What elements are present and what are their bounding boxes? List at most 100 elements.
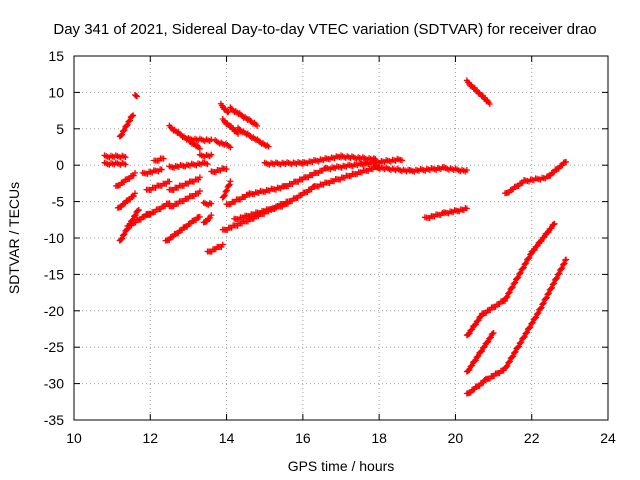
data-point — [130, 112, 137, 119]
data-point — [481, 343, 488, 350]
data-point — [545, 290, 552, 297]
data-point — [554, 274, 561, 281]
data-point — [192, 143, 199, 150]
data-point — [506, 289, 513, 296]
series-h1 — [261, 159, 306, 168]
data-point — [520, 264, 527, 271]
data-point — [179, 134, 186, 141]
data-point — [503, 363, 510, 370]
data-point — [529, 319, 536, 326]
x-tick-label: 24 — [600, 430, 616, 446]
data-point — [511, 280, 518, 287]
data-point — [520, 265, 527, 272]
x-tick-label: 16 — [295, 430, 311, 446]
series-m2 — [440, 205, 470, 217]
series-g4 — [235, 124, 272, 150]
data-point — [535, 309, 542, 316]
data-point — [160, 155, 167, 162]
data-point — [505, 289, 512, 296]
data-point — [158, 166, 165, 173]
data-point — [551, 169, 558, 176]
series-f6 — [200, 212, 215, 226]
series-f4 — [208, 165, 230, 176]
y-tick-label: -35 — [44, 412, 64, 428]
data-point — [559, 162, 566, 169]
x-tick-label: 18 — [371, 430, 387, 446]
series-f1 — [185, 134, 215, 145]
data-point — [534, 310, 541, 317]
plot-frame — [73, 55, 609, 421]
data-point — [504, 362, 511, 369]
data-point — [553, 275, 560, 282]
data-point — [532, 315, 539, 322]
data-point — [556, 270, 563, 277]
x-tick-label: 20 — [448, 430, 464, 446]
data-point — [517, 269, 524, 276]
data-point — [563, 256, 570, 263]
data-point — [541, 233, 548, 240]
y-tick-label: -5 — [52, 194, 65, 210]
y-tick-label: -10 — [44, 230, 64, 246]
data-point — [545, 229, 552, 236]
data-point — [135, 207, 142, 214]
series-f8 — [219, 178, 234, 201]
series-l3 — [440, 164, 470, 175]
data-point — [509, 353, 516, 360]
data-point — [475, 317, 482, 324]
data-point — [531, 246, 538, 253]
data-point — [538, 304, 545, 311]
x-tick-label: 10 — [66, 430, 82, 446]
data-point — [126, 118, 133, 125]
data-point — [126, 117, 133, 124]
data-point — [119, 235, 126, 242]
data-point — [120, 127, 127, 134]
data-point — [515, 343, 522, 350]
data-point — [551, 280, 558, 287]
data-point — [503, 294, 510, 301]
y-tick-label: -20 — [44, 303, 64, 319]
data-point — [227, 144, 234, 151]
data-point — [487, 334, 494, 341]
data-point — [506, 358, 513, 365]
data-point — [514, 274, 521, 281]
data-point — [521, 333, 528, 340]
x-tick-label: 14 — [219, 430, 235, 446]
series-f2 — [212, 137, 234, 151]
data-point — [226, 181, 233, 188]
data-point — [121, 127, 128, 134]
data-point — [235, 130, 242, 137]
data-point — [223, 166, 230, 173]
series-e2 — [166, 159, 211, 171]
data-point — [517, 339, 524, 346]
data-point — [204, 161, 211, 168]
data-point — [119, 131, 126, 138]
series-i2 — [246, 183, 287, 198]
data-point — [506, 359, 513, 366]
data-point — [534, 242, 541, 249]
series-a1 — [101, 152, 129, 161]
data-point — [485, 338, 492, 345]
data-point — [196, 188, 203, 195]
data-point — [166, 178, 173, 185]
data-point — [472, 321, 479, 328]
data-point — [486, 101, 493, 108]
series-d3 — [143, 200, 173, 219]
data-point — [208, 136, 215, 143]
data-point — [524, 329, 531, 336]
series-p3 — [502, 250, 535, 302]
data-point — [225, 108, 232, 115]
data-point — [540, 300, 547, 307]
y-tick-label: 10 — [48, 84, 64, 100]
series-d1 — [139, 166, 165, 177]
series-p2 — [479, 297, 509, 317]
data-point — [555, 165, 562, 172]
data-point — [523, 260, 530, 267]
data-point — [522, 260, 529, 267]
data-point — [129, 112, 136, 119]
y-tick-label: 5 — [56, 121, 64, 137]
series-l2 — [406, 164, 447, 175]
data-point — [399, 157, 406, 164]
data-point — [131, 212, 138, 219]
data-point — [223, 188, 230, 195]
data-point — [132, 92, 139, 99]
